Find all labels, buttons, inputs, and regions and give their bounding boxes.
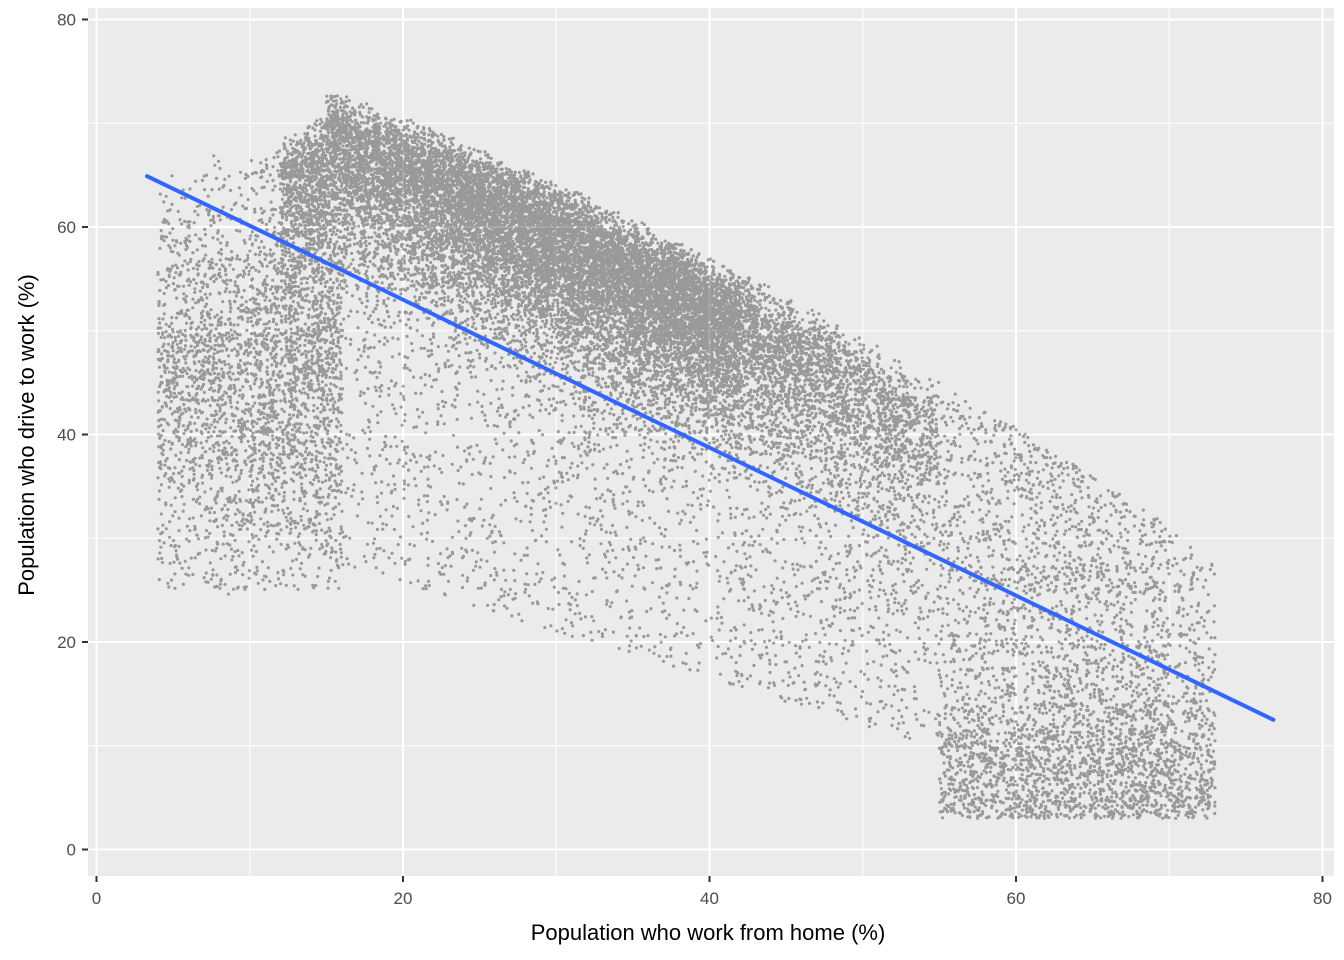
y-tick-label: 80 bbox=[57, 11, 76, 30]
x-axis: 0 20 40 60 80 bbox=[92, 876, 1332, 908]
regression-line bbox=[145, 174, 1276, 722]
x-axis-title: Population who work from home (%) bbox=[531, 920, 886, 945]
y-tick-label: 60 bbox=[57, 218, 76, 237]
y-axis: 0 20 40 60 80 bbox=[57, 11, 88, 860]
minor-gridlines bbox=[88, 8, 1334, 876]
x-tick-label: 60 bbox=[1007, 889, 1026, 908]
y-tick-label: 20 bbox=[57, 633, 76, 652]
x-tick-label: 20 bbox=[394, 889, 413, 908]
major-gridlines bbox=[88, 8, 1334, 876]
x-tick-label: 40 bbox=[700, 889, 719, 908]
y-axis-title: Population who drive to work (%) bbox=[14, 274, 39, 596]
plot-panel bbox=[88, 8, 1334, 876]
y-tick-label: 0 bbox=[67, 841, 76, 860]
y-tick-label: 40 bbox=[57, 426, 76, 445]
x-tick-label: 80 bbox=[1313, 889, 1332, 908]
x-tick-label: 0 bbox=[92, 889, 101, 908]
